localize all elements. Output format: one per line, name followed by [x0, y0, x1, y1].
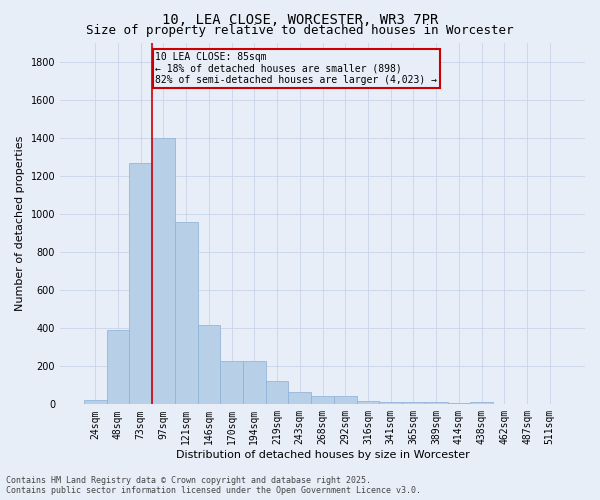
Bar: [425, 402, 448, 404]
Bar: [107, 330, 130, 404]
Bar: [84, 400, 107, 404]
Bar: [334, 396, 356, 404]
Bar: [402, 402, 425, 404]
Bar: [197, 326, 220, 404]
Text: 10, LEA CLOSE, WORCESTER, WR3 7PR: 10, LEA CLOSE, WORCESTER, WR3 7PR: [162, 12, 438, 26]
Bar: [266, 382, 289, 404]
Text: 10 LEA CLOSE: 85sqm
← 18% of detached houses are smaller (898)
82% of semi-detac: 10 LEA CLOSE: 85sqm ← 18% of detached ho…: [155, 52, 437, 85]
Y-axis label: Number of detached properties: Number of detached properties: [15, 136, 25, 311]
Bar: [175, 222, 197, 404]
Bar: [243, 360, 266, 405]
Text: Contains HM Land Registry data © Crown copyright and database right 2025.
Contai: Contains HM Land Registry data © Crown c…: [6, 476, 421, 495]
Bar: [289, 392, 311, 404]
Bar: [356, 402, 379, 404]
Bar: [130, 164, 152, 404]
Bar: [311, 396, 334, 404]
Bar: [220, 360, 243, 405]
Text: Size of property relative to detached houses in Worcester: Size of property relative to detached ho…: [86, 24, 514, 37]
Bar: [152, 138, 175, 404]
Bar: [470, 402, 493, 404]
X-axis label: Distribution of detached houses by size in Worcester: Distribution of detached houses by size …: [176, 450, 469, 460]
Bar: [379, 402, 402, 404]
